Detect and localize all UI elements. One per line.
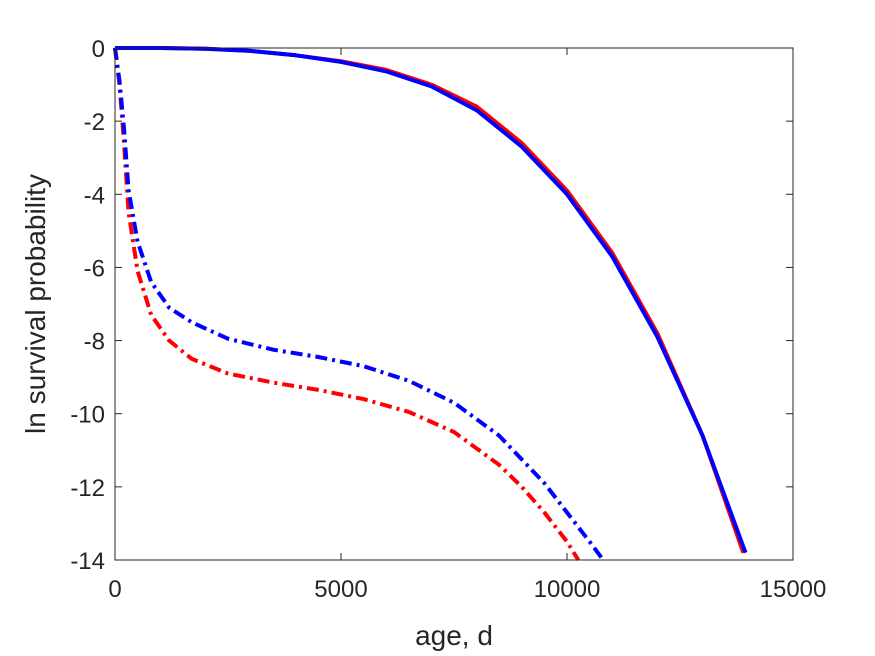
y-tick-label: -14 [70,548,105,575]
y-tick-label: 0 [92,36,105,63]
series-layer [113,46,748,562]
x-tick-label: 5000 [314,576,367,603]
y-axis-label: ln survival probability [20,174,51,434]
y-tick-label: -10 [70,402,105,429]
x-tick-label: 0 [108,576,121,603]
plot-frame [114,47,794,561]
series-line-2-solid [115,46,748,554]
y-tick-label: -4 [84,182,105,209]
series-line-4-dashdot [113,47,605,562]
y-tick-label: -2 [84,109,105,136]
y-tick-label: -8 [84,329,105,356]
tick-layer: 0 5000 10000 15000 0 -2 -4 -6 -8 -10 -12 -14 [70,36,826,603]
x-tick-label: 10000 [534,576,601,603]
y-tick-label: -12 [70,475,105,502]
y-tick-label: -6 [84,255,105,282]
x-tick-label: 15000 [760,576,827,603]
x-axis-label: age, d [415,620,493,651]
